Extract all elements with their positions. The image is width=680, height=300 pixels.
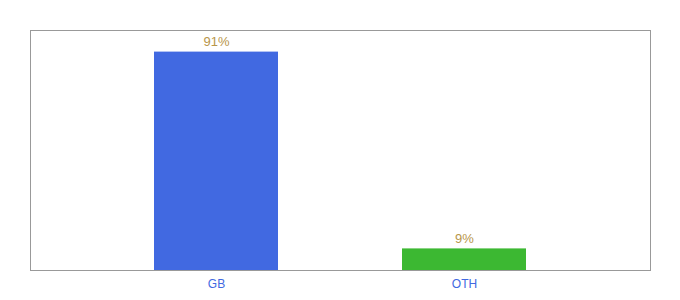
svg-text:OTH: OTH (452, 277, 477, 291)
svg-text:GB: GB (208, 277, 225, 291)
svg-text:91%: 91% (203, 34, 229, 49)
svg-text:9%: 9% (455, 231, 474, 246)
